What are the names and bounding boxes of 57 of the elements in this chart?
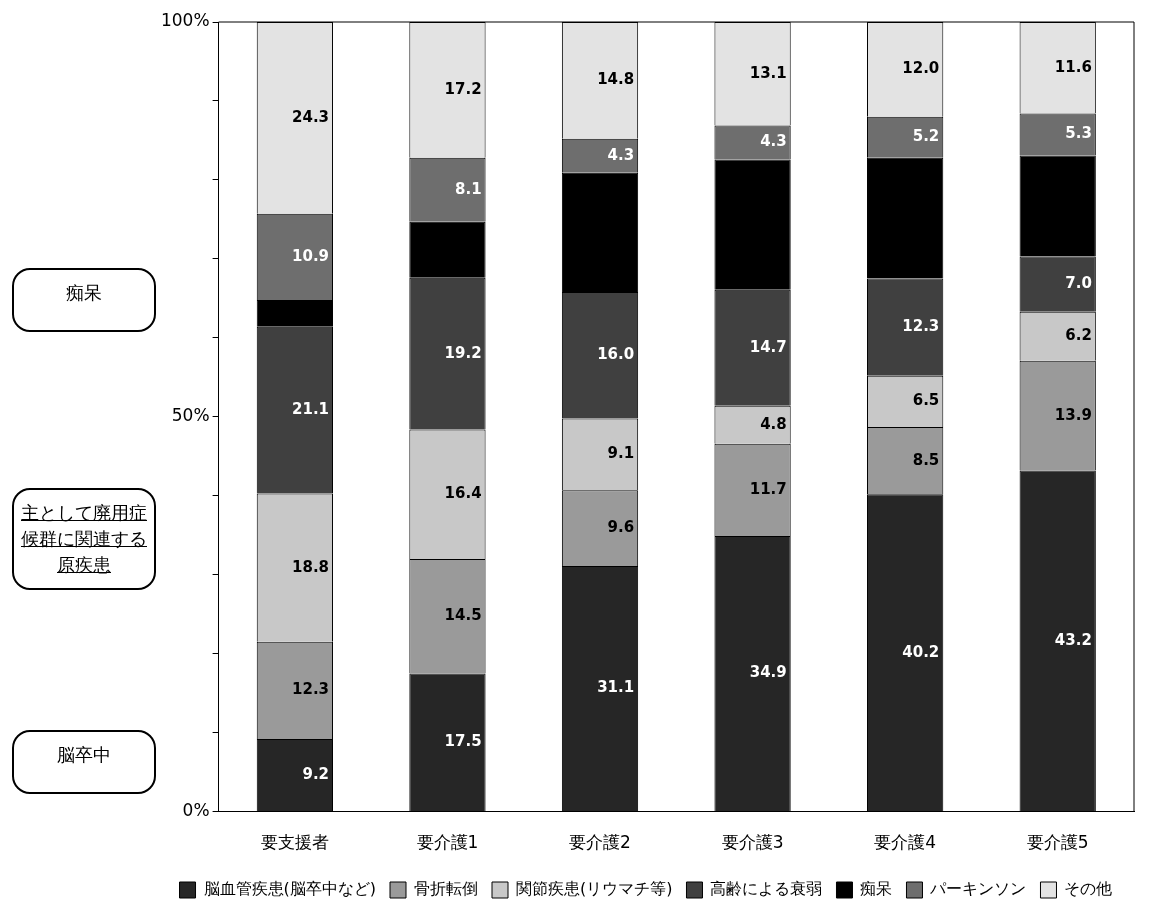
legend-label: 関節疾患(リウマチ等) bbox=[516, 879, 673, 899]
data-label: 8.1 bbox=[455, 179, 482, 198]
legend-label: 骨折転倒 bbox=[414, 879, 478, 899]
data-label: 9.6 bbox=[607, 518, 635, 537]
data-label: 8.5 bbox=[912, 450, 940, 469]
data-label: 24.3 bbox=[292, 107, 330, 126]
data-label: 6.5 bbox=[912, 391, 940, 410]
legend-label: その他 bbox=[1064, 879, 1113, 899]
data-label: 5.2 bbox=[912, 127, 940, 146]
y-tick-label: 0% bbox=[182, 800, 210, 821]
data-label: 14.5 bbox=[444, 606, 482, 625]
data-label: 31.1 bbox=[597, 678, 635, 697]
data-label: 43.2 bbox=[1054, 630, 1092, 649]
data-label: 14.8 bbox=[597, 70, 635, 89]
legend-label: 脳血管疾患(脳卒中など) bbox=[203, 879, 376, 899]
text: 痴呆 bbox=[12, 268, 156, 333]
data-label: 11.6 bbox=[1054, 57, 1092, 76]
bar bbox=[714, 159, 791, 290]
data-label: 9.1 bbox=[607, 444, 635, 463]
data-label: 16.4 bbox=[444, 484, 482, 503]
data-label: 40.2 bbox=[902, 642, 940, 661]
data-label: 12.0 bbox=[902, 59, 940, 78]
data-label: 17.2 bbox=[444, 79, 482, 98]
data-label: 6.2 bbox=[1065, 326, 1092, 345]
x-tick-label: 要介護3 bbox=[721, 832, 784, 853]
legend-label: 痴呆 bbox=[860, 879, 893, 899]
data-label: 13.1 bbox=[749, 63, 787, 82]
data-label: 9.2 bbox=[302, 764, 330, 783]
data-label: 12.3 bbox=[902, 317, 940, 336]
data-label: 12.3 bbox=[292, 680, 330, 699]
data-label: 14.7 bbox=[749, 337, 787, 356]
x-tick-label: 要介護4 bbox=[874, 832, 937, 853]
data-label: 21.1 bbox=[292, 399, 330, 418]
data-label: 10.9 bbox=[292, 246, 330, 265]
data-label: 18.8 bbox=[292, 557, 330, 576]
bar bbox=[409, 221, 486, 278]
data-label: 5.3 bbox=[1065, 124, 1092, 143]
x-tick-label: 要支援者 bbox=[260, 832, 329, 853]
y-tick-label: 50% bbox=[171, 405, 210, 426]
data-label: 11.7 bbox=[749, 479, 787, 498]
text: 主として廃用症候群に関連する原疾患 bbox=[12, 487, 156, 590]
data-label: 34.9 bbox=[749, 663, 787, 682]
y-tick-label: 100% bbox=[160, 10, 210, 31]
legend-label: 高齢による衰弱 bbox=[710, 879, 823, 899]
x-tick-label: 要介護2 bbox=[569, 832, 631, 853]
x-tick-label: 要介護1 bbox=[416, 832, 479, 853]
data-label: 17.5 bbox=[444, 732, 482, 751]
x-tick-label: 要介護5 bbox=[1026, 832, 1089, 853]
data-label: 19.2 bbox=[444, 343, 482, 362]
data-label: 16.0 bbox=[597, 345, 635, 364]
data-label: 4.8 bbox=[760, 414, 787, 433]
data-label: 4.3 bbox=[760, 132, 787, 151]
text: 脳卒中 bbox=[12, 730, 156, 795]
data-label: 4.3 bbox=[607, 145, 635, 164]
data-label: 7.0 bbox=[1065, 274, 1092, 293]
legend-label: パーキンソン bbox=[929, 879, 1027, 899]
data-label: 13.9 bbox=[1054, 405, 1092, 424]
